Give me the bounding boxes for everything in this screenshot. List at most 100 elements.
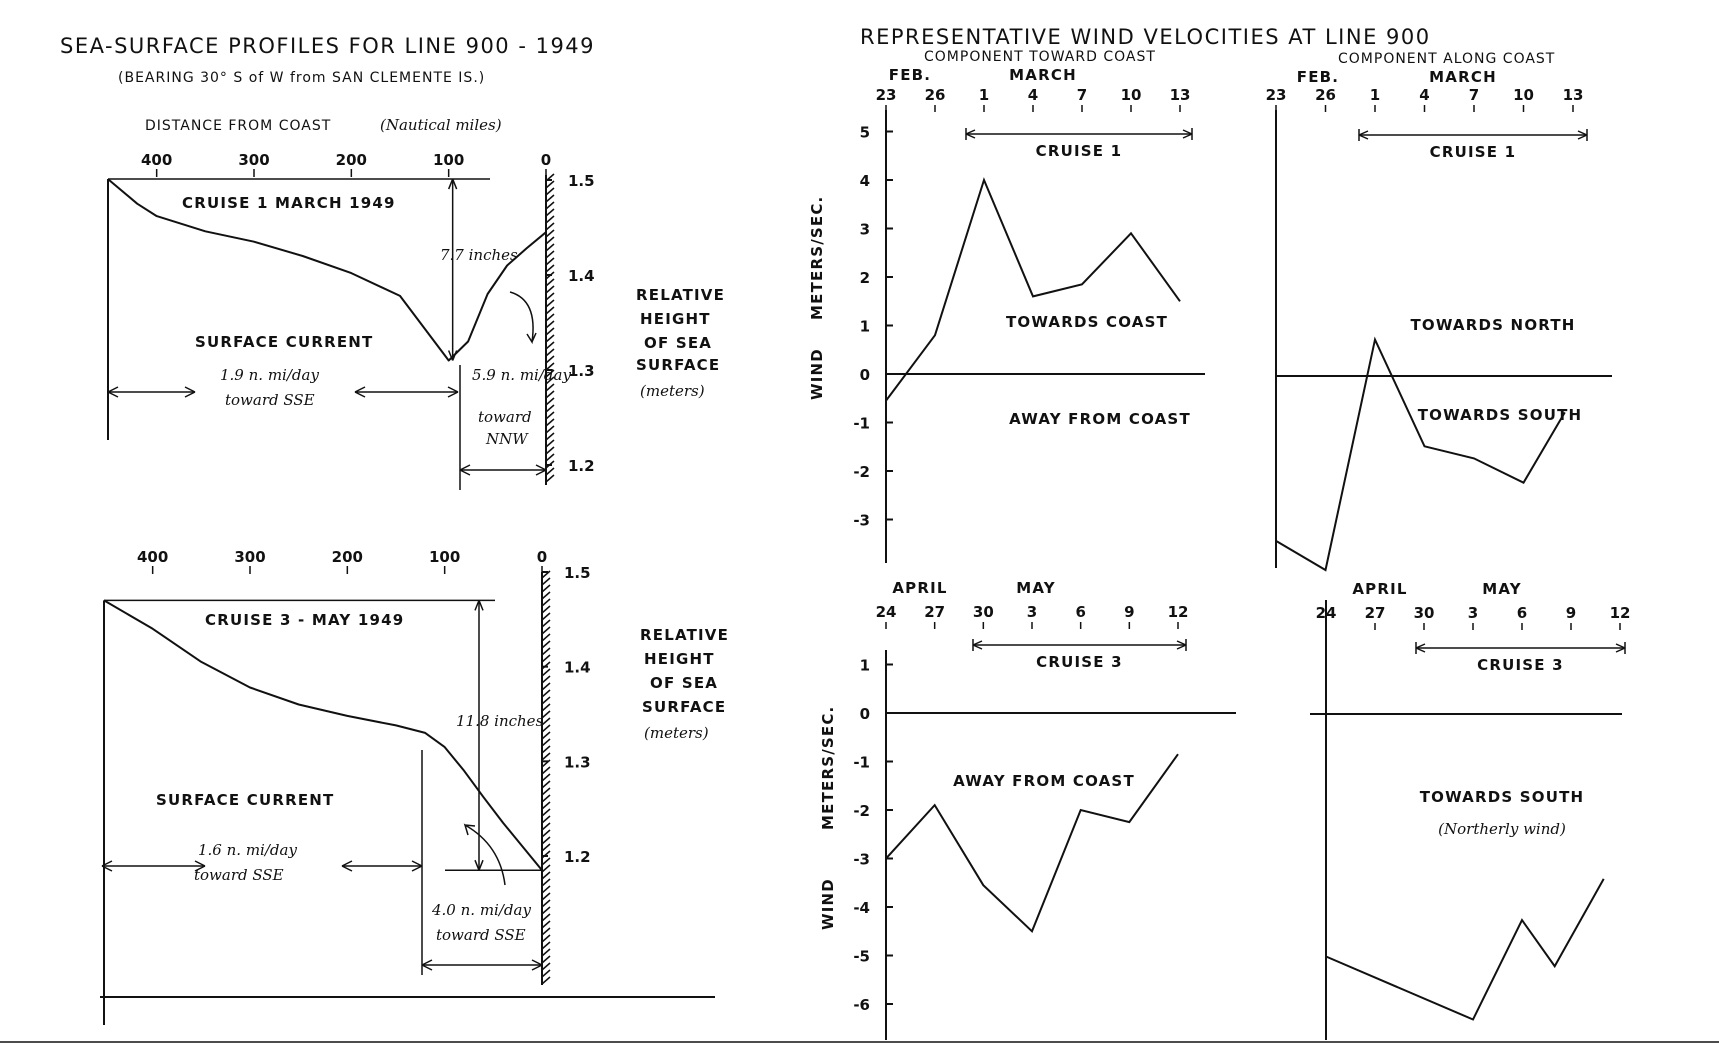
profile1-inshore-direction2: NNW: [485, 430, 529, 448]
profile1-coast-hatch: [545, 467, 555, 476]
profile2-coast-hatch: [541, 605, 551, 614]
rel-height-2a: RELATIVE: [640, 626, 729, 644]
distance-label: DISTANCE FROM COAST: [145, 118, 331, 134]
wind4-below-note: (Northerly wind): [1438, 820, 1566, 838]
wind1-xtick-label-7: 7: [1077, 86, 1087, 104]
profile2-coast-hatch: [541, 843, 551, 852]
profile1-coast-hatch: [545, 341, 555, 350]
wind3-month-1: APRIL: [892, 579, 947, 597]
wind1-xtick-label-4: 4: [1028, 86, 1038, 104]
wind3-xtick-label-30: 30: [973, 603, 994, 621]
wind3-below-label: AWAY FROM COAST: [953, 772, 1135, 790]
profile2-coast-hatch: [541, 913, 551, 922]
wind2-cruise-label: CRUISE 1: [1430, 143, 1517, 161]
profile2-coast-hatch: [541, 815, 551, 824]
profile2-inshore-speed: 4.0 n. mi/day: [431, 901, 531, 919]
profile1-coast-hatch: [545, 250, 555, 259]
wind1-cruise-label: CRUISE 1: [1036, 142, 1123, 160]
unit-label-top: METERS/SEC.: [808, 196, 826, 320]
wind4-xtick-label-6: 6: [1517, 604, 1527, 622]
profile1-coast-hatch: [545, 383, 555, 392]
wind1-ytick-label-4: 4: [860, 172, 870, 190]
profile2-difference-label: 11.8 inches: [456, 712, 544, 730]
profile2-ytick-label-1.5: 1.5: [564, 564, 591, 582]
wind1-ytick-label--3: -3: [853, 512, 870, 530]
wind2-above-label: TOWARDS NORTH: [1410, 316, 1575, 334]
profile2-offshore-direction: toward SSE: [194, 866, 284, 884]
profile2-coast-hatch: [541, 906, 551, 915]
profile1-coast-hatch: [545, 236, 555, 245]
right-title: REPRESENTATIVE WIND VELOCITIES AT LINE 9…: [860, 25, 1431, 49]
profile1-coast-hatch: [545, 320, 555, 329]
profile2-ytick-label-1.4: 1.4: [564, 659, 591, 677]
profile2-coast-hatch: [541, 689, 551, 698]
wind4-month-2: MAY: [1482, 580, 1522, 598]
profile1-coast-hatch: [545, 439, 555, 448]
profile1-offshore-label: SURFACE CURRENT: [195, 333, 373, 351]
profile1-ytick-label-1.5: 1.5: [568, 172, 595, 190]
profile1-coast-hatch: [545, 222, 555, 231]
profile2-difference-heads: [474, 600, 484, 871]
profile1-coast-hatch: [545, 446, 555, 455]
wind3-month-2: MAY: [1016, 579, 1056, 597]
wind4-below-label: TOWARDS SOUTH: [1420, 788, 1585, 806]
profile2-coast-hatch: [541, 647, 551, 656]
profile2-xtick-label-200: 200: [332, 548, 363, 566]
profile2-coast-hatch: [541, 941, 551, 950]
wind-label-bottom: WIND: [819, 878, 837, 930]
profile2-xtick-label-300: 300: [234, 548, 265, 566]
profile1-coast-hatch: [545, 257, 555, 266]
wind4-xtick-label-9: 9: [1566, 604, 1576, 622]
profile1-offshore-arrow-left-head-right: [184, 386, 196, 398]
wind4-xtick-label-3: 3: [1468, 604, 1478, 622]
wind4-xtick-label-27: 27: [1365, 604, 1386, 622]
profile2-coast-hatch: [541, 829, 551, 838]
profile2-coast-hatch: [541, 682, 551, 691]
wind2-xtick-label-10: 10: [1513, 86, 1534, 104]
rel-height-2c: OF SEA: [650, 674, 718, 692]
profile2-coast-hatch: [541, 654, 551, 663]
profile1-coast-hatch: [545, 411, 555, 420]
wind1-ytick-label-2: 2: [860, 269, 870, 287]
profile1-coast-hatch: [545, 187, 555, 196]
wind1-cruise-bar-heads: [965, 129, 1193, 139]
unit-label-bottom: METERS/SEC.: [819, 706, 837, 830]
wind4-xtick-label-30: 30: [1414, 604, 1435, 622]
profile2-coast-hatch: [541, 787, 551, 796]
profile2-coast-hatch: [541, 934, 551, 943]
wind2-xtick-label-23: 23: [1266, 86, 1287, 104]
wind3-ytick-label--5: -5: [853, 948, 870, 966]
profile1-eddy-arrow: [509, 291, 537, 345]
wind4-xtick-label-12: 12: [1610, 604, 1631, 622]
wind2-xtick-label-26: 26: [1315, 86, 1336, 104]
profile1-coast-hatch: [545, 453, 555, 462]
profile2-coast-hatch: [541, 696, 551, 705]
profile2-offshore-arrow-right-head-left: [341, 860, 353, 872]
wind2-xtick-label-13: 13: [1563, 86, 1584, 104]
profile1-difference-label: 7.7 inches: [440, 246, 518, 264]
wind1-xtick-label-23: 23: [876, 86, 897, 104]
profile2-coast-hatch: [541, 668, 551, 677]
profile1-inshore-arrow-head-left: [459, 464, 471, 476]
wind1-month-1: FEB.: [889, 66, 931, 84]
profile1-coast-hatch: [545, 418, 555, 427]
wind-ylabel-top: WIND METERS/SEC.: [808, 196, 826, 400]
profile1-coast-hatch: [545, 264, 555, 273]
profile2-coast-hatch: [541, 773, 551, 782]
profile1-coast-hatch: [545, 362, 555, 371]
wind1-ytick-label-1: 1: [860, 318, 870, 336]
profile1-coast-hatch: [545, 243, 555, 252]
profile2-ytick-label-1.3: 1.3: [564, 753, 591, 771]
profile1-coast-hatch: [545, 215, 555, 224]
left-subtitle: (BEARING 30° S of W from SAN CLEMENTE IS…: [118, 70, 485, 86]
profile2-eddy-arrow: [463, 823, 506, 886]
left-title: SEA-SURFACE PROFILES FOR LINE 900 - 1949: [60, 34, 595, 58]
profile1-offshore-arrow-right-head-left: [354, 386, 366, 398]
wind3-series-line: [885, 753, 1179, 934]
profile2-coast-hatch: [541, 598, 551, 607]
wind1-below-label: AWAY FROM COAST: [1009, 410, 1191, 428]
profile2-coast-hatch: [541, 864, 551, 873]
profile1-coast-hatch: [545, 334, 555, 343]
profile2-coast-hatch: [541, 731, 551, 740]
